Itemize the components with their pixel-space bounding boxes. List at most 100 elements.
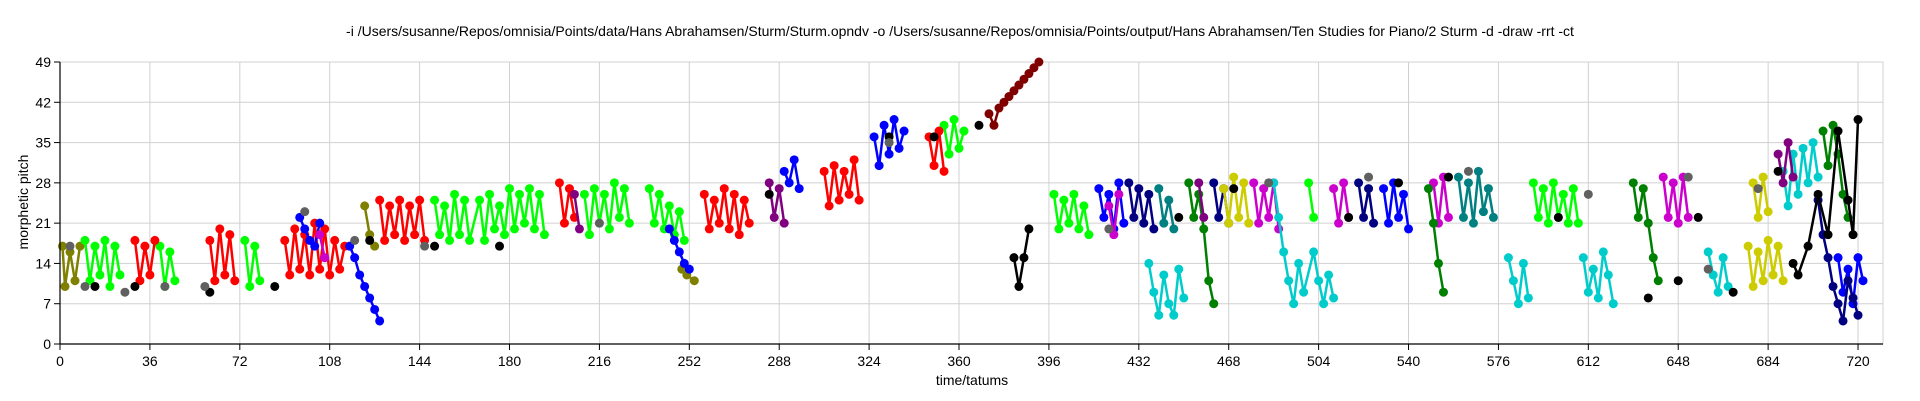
x-tick-label: 540 xyxy=(1397,353,1421,369)
data-point xyxy=(380,235,390,245)
series-line xyxy=(478,199,486,241)
data-point xyxy=(1159,218,1169,228)
series-line xyxy=(847,159,856,195)
data-point xyxy=(1114,189,1124,199)
series-line xyxy=(1022,228,1031,258)
data-point xyxy=(959,126,969,136)
data-point xyxy=(614,212,624,222)
data-point xyxy=(644,184,654,194)
data-point xyxy=(1563,218,1573,228)
data-point xyxy=(1823,230,1833,240)
data-point xyxy=(280,235,290,245)
data-point xyxy=(1528,178,1538,188)
data-point xyxy=(1394,178,1404,188)
series-line xyxy=(1322,274,1330,304)
data-point xyxy=(1778,178,1788,188)
data-point xyxy=(1653,276,1663,286)
series-line xyxy=(1826,125,1835,166)
data-point xyxy=(400,235,410,245)
series-line xyxy=(508,188,516,230)
data-point xyxy=(225,230,235,240)
data-point xyxy=(1209,178,1219,188)
series-line xyxy=(1257,188,1265,224)
data-point xyxy=(1034,57,1044,67)
series-line xyxy=(1082,205,1091,235)
data-point xyxy=(60,281,70,291)
series-line xyxy=(822,171,831,207)
series-line xyxy=(1307,182,1315,218)
series-group xyxy=(80,115,1583,291)
data-point xyxy=(1843,195,1853,205)
series-line xyxy=(1187,182,1195,218)
data-point xyxy=(1159,270,1169,280)
data-point xyxy=(1354,178,1364,188)
data-point xyxy=(1164,299,1174,309)
series-line xyxy=(413,199,421,235)
data-point xyxy=(1009,253,1019,263)
series-line xyxy=(538,194,546,235)
x-tick-label: 288 xyxy=(768,353,792,369)
data-point xyxy=(1673,276,1683,286)
data-point xyxy=(1064,218,1074,228)
series-line xyxy=(832,165,841,201)
series-line xyxy=(1681,176,1690,218)
series-line xyxy=(283,240,291,276)
data-point xyxy=(1598,247,1608,257)
series-line xyxy=(1477,171,1485,212)
data-point xyxy=(405,201,415,211)
series-line xyxy=(1342,182,1350,218)
data-point xyxy=(1803,241,1813,251)
data-point xyxy=(1768,270,1778,280)
data-point xyxy=(495,241,505,251)
series-line xyxy=(443,205,451,241)
data-point xyxy=(1713,287,1723,297)
data-point xyxy=(529,224,539,234)
data-point xyxy=(1264,212,1274,222)
data-point xyxy=(325,270,335,280)
data-point xyxy=(1628,178,1638,188)
data-point xyxy=(689,276,699,286)
series-line xyxy=(1387,182,1395,224)
data-point xyxy=(884,149,894,159)
data-point xyxy=(1239,178,1249,188)
data-point xyxy=(1344,212,1354,222)
data-point xyxy=(1219,184,1229,194)
data-point xyxy=(1518,258,1528,268)
series-line xyxy=(248,246,257,287)
data-point xyxy=(120,287,130,297)
series-line xyxy=(1756,176,1765,218)
series-line xyxy=(293,228,301,270)
data-point xyxy=(1309,212,1319,222)
series-line xyxy=(323,228,331,276)
data-point xyxy=(1513,299,1523,309)
series-line xyxy=(1117,182,1126,224)
data-point xyxy=(305,270,315,280)
series-group xyxy=(984,57,1044,130)
series-line xyxy=(1072,194,1081,230)
series-line xyxy=(1282,251,1290,281)
data-point xyxy=(674,207,684,217)
series-line xyxy=(163,251,172,287)
y-tick-label: 42 xyxy=(35,94,51,110)
data-point xyxy=(1169,224,1179,234)
data-point xyxy=(794,184,804,194)
data-point xyxy=(1124,178,1134,188)
series-line xyxy=(1292,263,1300,304)
data-point xyxy=(1329,293,1339,303)
data-point xyxy=(1144,258,1154,268)
data-point xyxy=(579,189,589,199)
x-tick-label: 180 xyxy=(498,353,522,369)
x-tick-label: 684 xyxy=(1756,353,1780,369)
x-tick-label: 0 xyxy=(56,353,64,369)
data-point xyxy=(510,224,520,234)
data-point xyxy=(1284,276,1294,286)
data-point xyxy=(1453,172,1463,182)
series-line xyxy=(1167,199,1176,230)
series-line xyxy=(1562,194,1570,224)
series-line xyxy=(1237,182,1245,218)
data-point xyxy=(365,293,375,303)
data-point xyxy=(1458,212,1468,222)
x-tick-label: 468 xyxy=(1217,353,1241,369)
